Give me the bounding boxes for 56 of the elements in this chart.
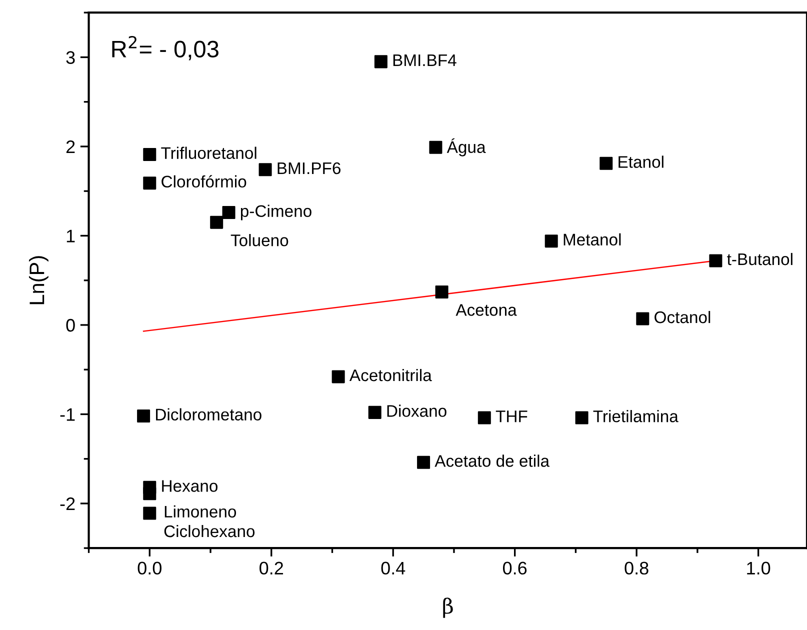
annotation: Água [446,138,486,156]
point [417,456,430,469]
annotation: Tolueno [230,234,288,246]
annotation: BMI.PF6 [278,162,340,174]
point [143,176,156,190]
point [709,254,722,268]
point [478,411,491,424]
point [143,506,156,520]
x-tick-label: 0.0 [138,562,162,575]
annotation: Hexano [162,480,218,492]
y-tick-label: -2 [60,497,75,510]
annotation: Acetona [456,304,517,316]
point [429,140,442,154]
annotation: Etanol [618,156,664,168]
annotation: Trietilamina [593,410,678,422]
annotation: THF [496,410,528,422]
point [210,216,224,229]
annotation: Metanol [564,233,621,246]
x-tick-label: 0.8 [624,562,648,575]
point [222,206,236,220]
point [636,312,650,326]
x-tick-label: 0.6 [502,562,527,575]
y-axis-title: Ln(P) [28,256,48,304]
point [332,370,345,384]
x-tick-label: 0.4 [381,562,406,575]
y-tick-label: 2 [66,140,75,154]
annotation: Limoneno [164,505,236,518]
annotation: Acetato de etila [434,454,550,467]
point [368,406,382,419]
annotation: Clorofórmio [162,175,246,188]
point [137,410,150,423]
annotation: Acetonitrila [349,368,432,382]
point [544,234,558,248]
annotation: t-Butanol [727,252,792,266]
point [374,55,388,68]
x-axis-title: β [443,598,453,618]
annotation: Trifluoretanol [161,146,256,159]
point [143,148,156,162]
annotation: BMI.BF4 [393,54,456,66]
y-tick-label: 1 [66,230,75,242]
annotation: Diclorometano [156,408,262,420]
y-tick-label: 3 [66,51,75,64]
annotation: p-Cimeno [240,204,312,220]
y-tick-label: -1 [60,408,75,421]
annotation: Dioxano [387,404,446,417]
point [435,285,448,298]
annotation: Ciclohexano [164,524,255,538]
annotation: R$^{2}$= - 0,03 [112,36,218,60]
x-tick-label: 1.0 [747,562,770,575]
y-tick-label: 0 [66,318,75,332]
point [575,411,588,424]
annotation: Octanol [654,310,710,324]
point [258,163,272,176]
point [600,156,613,170]
point [143,487,156,500]
x-tick-label: 0.2 [260,562,284,575]
